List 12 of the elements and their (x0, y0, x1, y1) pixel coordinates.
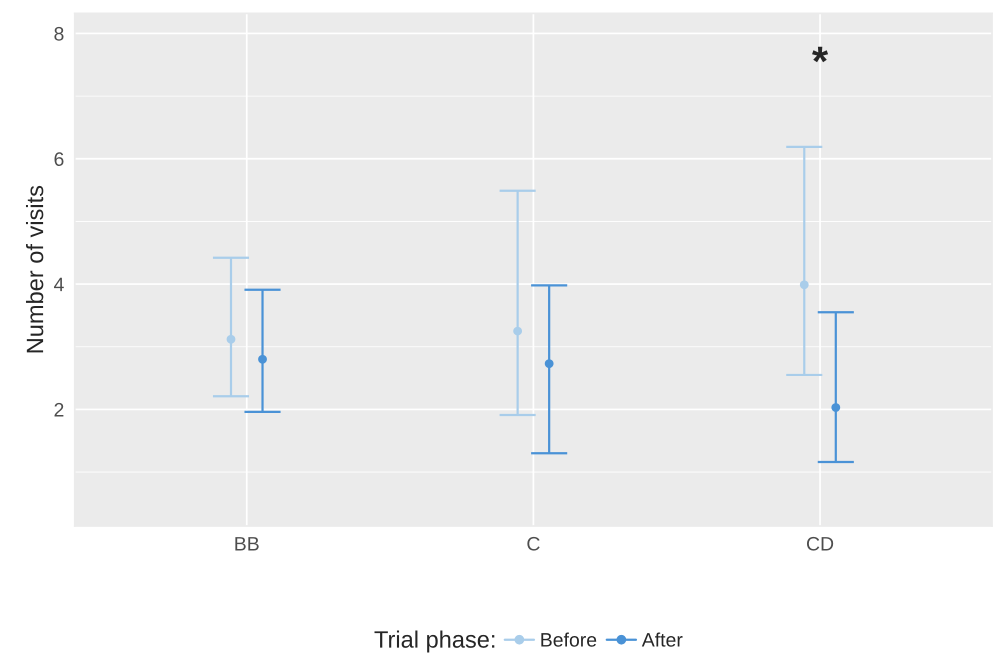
legend-label: After (642, 632, 683, 647)
y-axis-title: Number of visits (26, 186, 44, 352)
x-tick-label: CD (806, 536, 834, 551)
legend-label: Before (541, 632, 596, 647)
y-tick-label: 6 (54, 152, 64, 166)
annotation: * (812, 46, 828, 62)
y-tick-label: 4 (54, 278, 64, 292)
x-tick-label: C (527, 536, 540, 551)
legend-title: Trial phase: (374, 630, 494, 652)
y-tick-label: 2 (54, 402, 64, 416)
x-tick-label: BB (235, 537, 259, 550)
y-tick-label: 8 (54, 26, 64, 41)
